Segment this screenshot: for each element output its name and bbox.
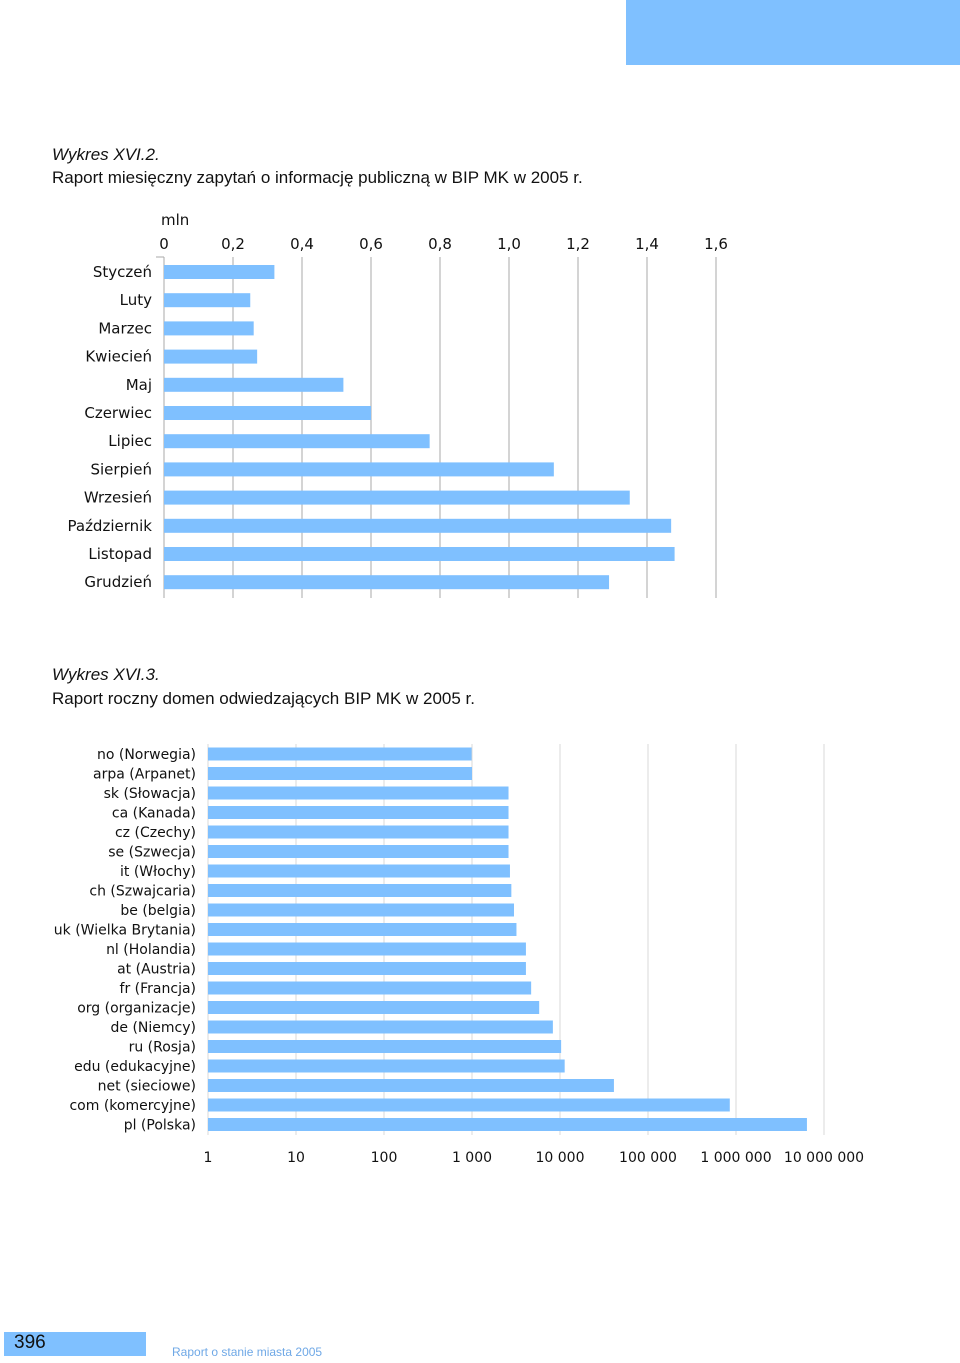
category-label: Maj: [126, 376, 152, 394]
category-label: org (organizacje): [77, 1001, 196, 1017]
x-tick-label: 0,4: [290, 235, 314, 253]
category-label: net (sieciowe): [98, 1079, 196, 1095]
chart1-title: Raport miesięczny zapytań o informację p…: [52, 168, 583, 187]
category-label: Listopad: [88, 545, 152, 563]
category-label: com (komercyjne): [69, 1098, 196, 1114]
monthly-requests-chart: mln 0 0,2 0,4 0,6 0,8 1,0 1,2 1,4 1,6 Styczeń Luty M…: [68, 211, 728, 598]
bar: [208, 923, 517, 936]
x-tick-label: 1,2: [566, 235, 590, 253]
chart2-label: Wykres XVI.3.: [52, 665, 160, 684]
bar: [208, 825, 509, 839]
x-tick-label: 10 000 000: [784, 1150, 864, 1166]
bar: [208, 1059, 565, 1073]
category-label: uk (Wielka Brytania): [54, 923, 196, 939]
category-label: no (Norwegia): [97, 747, 196, 763]
category-label: de (Niemcy): [111, 1020, 196, 1036]
category-label: sk (Słowacja): [104, 786, 196, 802]
bar: [208, 1020, 553, 1034]
header-accent-band: [626, 0, 960, 65]
unit-label: mln: [161, 211, 189, 229]
bar: [208, 903, 514, 917]
footer-text: Raport o stanie miasta 2005: [172, 1345, 323, 1359]
category-label: Luty: [120, 291, 152, 309]
bar: [164, 265, 275, 279]
bar: [208, 884, 512, 897]
x-tick-label: 1,0: [497, 235, 521, 253]
bar: [164, 377, 344, 392]
bar: [208, 1098, 730, 1112]
bar: [208, 747, 472, 761]
category-label: fr (Francja): [120, 981, 196, 997]
x-tick-label: 1,6: [704, 235, 728, 253]
category-label: Czerwiec: [84, 404, 152, 422]
bar: [208, 767, 472, 780]
bar: [164, 518, 672, 533]
bar: [164, 575, 610, 590]
category-label: ch (Szwajcaria): [89, 884, 196, 900]
category-label: nl (Holandia): [106, 942, 196, 958]
category-label: Październik: [68, 517, 153, 535]
domains-chart: 1 10 100 1 000 10 000 100 000 1 000 000 10 000 …: [54, 744, 864, 1166]
category-label: cz (Czechy): [115, 825, 196, 841]
x-tick-label: 0,2: [221, 235, 245, 253]
category-label: se (Szwecja): [108, 845, 196, 861]
x-tick-label: 1 000: [452, 1150, 492, 1166]
bar: [164, 434, 430, 449]
category-label: pl (Polska): [124, 1118, 196, 1134]
bar: [208, 1079, 614, 1092]
bar: [208, 864, 510, 878]
chart1-label: Wykres XVI.2.: [52, 145, 160, 164]
x-tick-label: 1: [204, 1150, 213, 1166]
bar: [164, 490, 630, 505]
x-tick-label: 100: [371, 1150, 398, 1166]
bar: [208, 981, 532, 995]
category-label: Marzec: [98, 319, 152, 337]
page-number-box: [4, 1332, 146, 1356]
category-label: Kwiecień: [85, 348, 152, 366]
x-tick-label: 0,6: [359, 235, 383, 253]
bar: [208, 1118, 807, 1131]
category-label: be (belgia): [120, 903, 196, 919]
chart2-title: Raport roczny domen odwiedzających BIP M…: [52, 689, 476, 708]
bar: [164, 321, 254, 336]
x-tick-label: 0,8: [428, 235, 452, 253]
bar: [208, 845, 509, 858]
x-tick-label: 1 000 000: [700, 1150, 771, 1166]
x-tick-label: 0: [159, 235, 169, 253]
bar: [208, 1040, 562, 1053]
x-tick-label: 10 000: [536, 1150, 585, 1166]
bar: [164, 406, 371, 420]
bar: [208, 1001, 540, 1014]
category-label: Lipiec: [108, 432, 152, 450]
bar: [164, 293, 251, 308]
bar: [208, 942, 526, 956]
x-tick-label: 10: [287, 1150, 305, 1166]
page-number: 396: [14, 1332, 46, 1353]
bar: [208, 786, 509, 800]
bar: [164, 349, 258, 364]
category-label: arpa (Arpanet): [93, 767, 196, 783]
category-label: at (Austria): [117, 962, 196, 978]
category-label: it (Włochy): [120, 864, 196, 880]
bar: [164, 462, 554, 477]
bar: [208, 962, 526, 975]
x-tick-label: 100 000: [619, 1150, 677, 1166]
category-label: ru (Rosja): [129, 1040, 196, 1056]
category-label: Sierpień: [90, 460, 152, 478]
category-label: Wrzesień: [84, 489, 152, 507]
bar: [208, 806, 509, 819]
bar: [164, 547, 675, 561]
x-tick-label: 1,4: [635, 235, 659, 253]
category-label: Styczeń: [93, 263, 152, 281]
category-label: edu (edukacyjne): [74, 1059, 196, 1075]
category-label: ca (Kanada): [112, 806, 196, 822]
category-label: Grudzień: [84, 573, 152, 591]
